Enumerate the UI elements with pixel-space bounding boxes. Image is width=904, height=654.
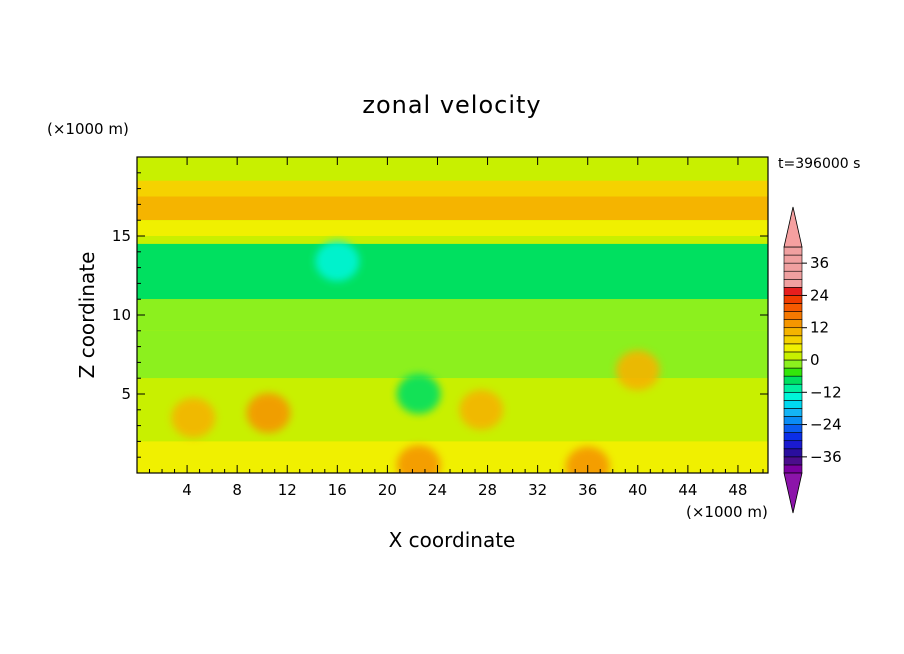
x-tick-label: 40 bbox=[628, 481, 647, 499]
colorbar-segment bbox=[783, 303, 803, 312]
colorbar-segment bbox=[783, 400, 803, 409]
x-tick-label: 4 bbox=[182, 481, 192, 499]
colorbar-segment bbox=[783, 254, 803, 264]
field-band-2 bbox=[137, 196, 768, 221]
field-band-9 bbox=[137, 441, 768, 473]
field-band-0 bbox=[137, 160, 768, 181]
y-tick-label: 15 bbox=[112, 227, 131, 245]
field-band-3 bbox=[137, 220, 768, 236]
x-tick-label: 44 bbox=[678, 481, 697, 499]
colorbar-segment bbox=[783, 287, 803, 296]
colorbar-tick-label: −36 bbox=[810, 448, 842, 466]
colorbar-tick-label: 24 bbox=[810, 286, 829, 304]
colorbar-segment bbox=[783, 432, 803, 442]
colorbar-segment bbox=[783, 408, 803, 417]
colorbar-segment bbox=[783, 270, 803, 280]
field-band-8 bbox=[137, 378, 768, 442]
colorbar-tick-label: 0 bbox=[810, 351, 820, 369]
field-feature-6 bbox=[396, 445, 441, 473]
colorbar-segment bbox=[783, 448, 803, 458]
x-unit-label: (×1000 m) bbox=[686, 503, 768, 521]
colorbar-segment bbox=[783, 311, 803, 320]
colorbar-tick-label: 12 bbox=[810, 319, 829, 337]
x-tick-label: 12 bbox=[278, 481, 297, 499]
colorbar-segment bbox=[783, 440, 803, 450]
x-axis-label: X coordinate bbox=[389, 528, 516, 552]
colorbar-under-triangle bbox=[783, 472, 803, 514]
x-tick-label: 28 bbox=[478, 481, 497, 499]
colorbar-segment bbox=[783, 456, 803, 466]
colorbar-segment bbox=[783, 424, 803, 433]
y-axis-label: Z coordinate bbox=[75, 252, 99, 379]
colorbar-over-triangle bbox=[783, 206, 803, 248]
z-unit-label: (×1000 m) bbox=[47, 120, 129, 138]
x-tick-label: 8 bbox=[232, 481, 242, 499]
x-tick-label: 36 bbox=[578, 481, 597, 499]
field-feature-4 bbox=[615, 350, 660, 391]
x-tick-label: 24 bbox=[428, 481, 447, 499]
time-label: t=396000 s bbox=[778, 156, 860, 172]
field-feature-0 bbox=[246, 392, 291, 433]
x-axis-ticks: 4 8 12 16 20 24 28 32 36 40 44 48 bbox=[149, 157, 764, 499]
field-bands bbox=[137, 157, 768, 473]
field-band-5 bbox=[137, 243, 768, 300]
x-tick-label: 32 bbox=[528, 481, 547, 499]
colorbar-segment bbox=[783, 335, 803, 345]
colorbar-segment bbox=[783, 383, 803, 393]
x-tick-label: 16 bbox=[328, 481, 347, 499]
colorbar-tick-label: 36 bbox=[810, 254, 829, 272]
contour-field bbox=[137, 157, 768, 473]
y-tick-label: 5 bbox=[121, 385, 131, 403]
colorbar-segment bbox=[783, 464, 803, 474]
x-tick-label: 20 bbox=[378, 481, 397, 499]
field-features bbox=[171, 241, 660, 473]
colorbar-tick-label: −12 bbox=[810, 383, 842, 401]
field-feature-5 bbox=[315, 241, 360, 282]
colorbar-segment bbox=[783, 391, 803, 401]
colorbar-segment bbox=[783, 343, 803, 353]
colorbar-segment bbox=[783, 295, 803, 304]
y-tick-label: 10 bbox=[112, 306, 131, 324]
field-band-6 bbox=[137, 299, 768, 331]
colorbar-tick-label: −24 bbox=[810, 416, 842, 434]
field-band-4 bbox=[137, 236, 768, 244]
colorbar-segment bbox=[783, 262, 803, 272]
colorbar-segment bbox=[783, 359, 803, 369]
x-tick-label: 48 bbox=[728, 481, 747, 499]
colorbar-segment bbox=[783, 246, 803, 256]
colorbar: −36 −24 −12 0 12 24 36 bbox=[783, 206, 842, 514]
field-feature-3 bbox=[459, 389, 504, 430]
y-axis-ticks: 5 10 15 bbox=[112, 172, 768, 458]
field-band-7 bbox=[137, 330, 768, 379]
field-feature-7 bbox=[565, 446, 610, 473]
field-band-1 bbox=[137, 180, 768, 197]
field-feature-1 bbox=[171, 397, 216, 438]
field-feature-2 bbox=[396, 374, 441, 414]
colorbar-segment bbox=[783, 351, 803, 361]
colorbar-segment bbox=[783, 367, 803, 377]
colorbar-segment bbox=[783, 278, 803, 288]
colorbar-segment bbox=[783, 375, 803, 385]
colorbar-segment bbox=[783, 416, 803, 425]
chart-title: zonal velocity bbox=[362, 91, 541, 119]
colorbar-segment bbox=[783, 327, 803, 337]
colorbar-segment bbox=[783, 319, 803, 329]
